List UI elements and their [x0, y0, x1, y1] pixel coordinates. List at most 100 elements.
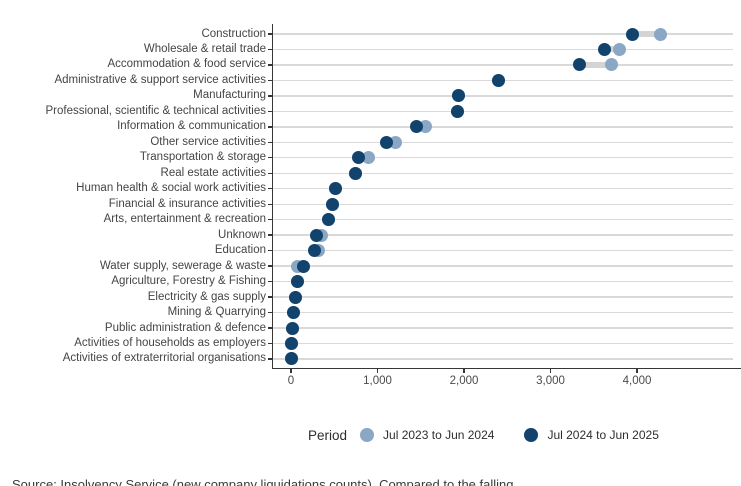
dot-previous-period: [613, 42, 627, 56]
x-axis-tick: [290, 369, 292, 374]
y-axis-tick: [267, 249, 272, 252]
dot-current-period: [321, 213, 335, 227]
y-axis-tick: [267, 33, 272, 35]
y-axis-tick: [267, 203, 272, 205]
gridline: [273, 265, 733, 267]
x-axis-tick: [376, 369, 379, 374]
dot-current-period: [409, 120, 423, 134]
y-axis-category-label: Accommodation & food service: [107, 58, 266, 71]
x-axis-tick-label: 2,000: [449, 375, 479, 387]
dot-current-period: [288, 290, 302, 304]
gridline: [273, 234, 733, 236]
y-axis-tick: [267, 358, 272, 360]
dot-previous-period: [605, 58, 619, 72]
gridline: [273, 157, 733, 159]
y-axis-category-label: Financial & insurance activities: [108, 197, 266, 210]
gridline: [273, 249, 733, 252]
dot-current-period: [452, 89, 466, 103]
y-axis-tick: [267, 234, 272, 236]
dot-current-period: [285, 337, 299, 351]
gridline: [273, 172, 733, 174]
gridline: [273, 95, 733, 97]
gridline: [273, 33, 733, 35]
gridline: [273, 358, 733, 360]
dot-current-period: [598, 42, 612, 56]
dot-previous-period: [653, 27, 667, 41]
y-axis-category-label: Manufacturing: [193, 89, 266, 102]
y-axis-tick: [267, 172, 272, 174]
y-axis-category-label: Wholesale & retail trade: [143, 42, 266, 55]
dot-current-period: [291, 275, 305, 289]
x-axis-tick: [463, 369, 465, 374]
gridline: [273, 311, 733, 314]
y-axis-tick: [267, 64, 272, 66]
y-axis-category-label: Unknown: [218, 228, 266, 241]
y-axis-tick: [267, 311, 272, 314]
x-axis-tick-label: 1,000: [363, 375, 392, 387]
y-axis-category-label: Water supply, sewerage & waste: [99, 259, 266, 272]
y-axis-tick: [267, 141, 272, 144]
gridline: [273, 327, 733, 329]
y-axis-category-label: Administrative & support service activit…: [54, 73, 266, 86]
y-axis-category-label: Human health & social work activities: [76, 182, 266, 195]
connector: [632, 31, 661, 37]
dot-current-period: [286, 306, 300, 320]
gridline: [273, 141, 733, 144]
dot-current-period: [307, 244, 321, 258]
x-axis-tick: [549, 369, 552, 374]
y-axis-category-label: Other service activities: [150, 135, 266, 148]
y-axis-tick: [267, 265, 272, 267]
y-axis-tick: [267, 157, 272, 159]
gridline: [273, 219, 733, 221]
y-axis-category-label: Activities of households as employers: [74, 337, 266, 350]
y-axis-tick: [267, 342, 272, 345]
gridline: [273, 342, 733, 345]
dot-current-period: [349, 166, 363, 180]
connector: [604, 46, 620, 53]
y-axis-tick: [267, 219, 272, 221]
y-axis-category-label: Electricity & gas supply: [147, 290, 266, 303]
y-axis-category-label: Real estate activities: [160, 166, 266, 179]
y-axis-tick: [267, 188, 272, 190]
y-axis-category-label: Information & communication: [117, 120, 266, 133]
legend-label-previous-period: Jul 2023 to Jun 2024: [383, 428, 495, 442]
connector: [579, 61, 612, 68]
legend-item-jul2024-jun2025: Jul 2024 to Jun 2025: [524, 428, 659, 442]
dot-current-period: [572, 58, 586, 72]
dot-current-period: [451, 104, 465, 118]
x-axis-tick-label: 4,000: [622, 375, 652, 387]
dot-current-period: [310, 228, 324, 242]
dot-current-period: [626, 27, 640, 41]
gridline: [273, 296, 733, 298]
gridline: [273, 188, 733, 190]
y-axis-line: [271, 24, 273, 369]
y-axis-category-label: Professional, scientific & technical act…: [45, 104, 266, 117]
y-axis-category-label: Public administration & defence: [104, 321, 266, 334]
dot-current-period: [297, 259, 311, 273]
dot-current-period: [286, 321, 300, 335]
y-axis-category-label: Agriculture, Forestry & Fishing: [111, 275, 266, 288]
y-axis-tick: [267, 48, 272, 51]
gridline: [273, 48, 733, 51]
dot-current-period: [329, 182, 343, 196]
y-axis-category-label: Education: [214, 244, 266, 257]
gridline: [273, 110, 733, 113]
legend-item-jul2023-jun2024: Jul 2023 to Jun 2024: [360, 428, 494, 442]
gridline: [273, 280, 733, 283]
legend-dot-current-period-icon: [524, 428, 539, 442]
legend: Period Jul 2023 to Jun 2024 Jul 2024 to …: [308, 426, 689, 444]
dot-current-period: [492, 73, 506, 87]
dot-current-period: [351, 151, 365, 165]
y-axis-tick: [267, 95, 272, 97]
x-axis-line: [271, 368, 741, 370]
x-axis-tick-label: 0: [287, 375, 295, 387]
y-axis-tick: [267, 296, 272, 298]
dot-current-period: [285, 352, 299, 366]
x-axis-tick-label: 3,000: [536, 375, 565, 387]
gridline: [273, 64, 733, 66]
gridline: [273, 203, 733, 205]
y-axis-category-label: Construction: [201, 27, 266, 40]
y-axis-tick: [267, 110, 272, 113]
y-axis-category-label: Transportation & storage: [139, 151, 266, 164]
